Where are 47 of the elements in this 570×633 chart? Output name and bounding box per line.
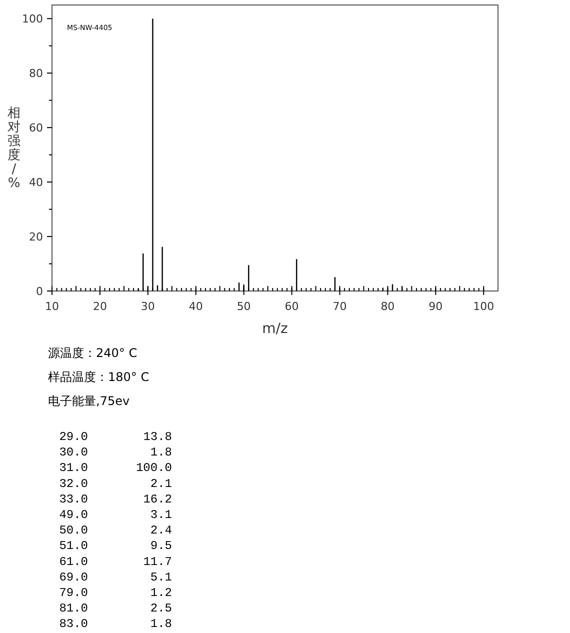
x-tick-label: 100 — [473, 300, 494, 313]
y-tick-label: 20 — [29, 230, 43, 244]
text: 30.0 — [59, 446, 88, 460]
text: 81.0 — [59, 602, 88, 616]
x-tick-label: 50 — [236, 300, 251, 313]
text: 32.0 — [59, 476, 88, 491]
text: 5.1 — [150, 570, 172, 584]
text: 69.0 — [59, 570, 88, 584]
x-tick-label: 70 — [332, 300, 347, 313]
text: 16.2 — [143, 492, 172, 506]
text: 83.0 — [59, 617, 88, 632]
text: 29.0 — [59, 430, 88, 444]
text: 61.0 — [59, 554, 88, 569]
x-tick-label: 40 — [188, 300, 203, 313]
text: 1.8 — [150, 617, 172, 632]
x-tick-label: 10 — [45, 300, 59, 313]
text: 2.4 — [150, 524, 172, 538]
x-tick-label: 90 — [428, 300, 443, 313]
text: 1.2 — [150, 586, 172, 600]
text: 9.5 — [150, 539, 172, 554]
text: 33.0 — [59, 492, 88, 506]
text: 13.8 — [143, 430, 172, 444]
text: 79.0 — [59, 586, 88, 600]
text: 11.7 — [143, 554, 172, 569]
x-tick-label: 80 — [380, 300, 395, 313]
x-tick-label: 30 — [140, 300, 155, 313]
x-axis-title: m/z — [262, 321, 288, 337]
text: 3.1 — [150, 508, 172, 522]
text: 100.0 — [136, 461, 172, 476]
text: 50.0 — [59, 524, 88, 538]
text: 31.0 — [59, 461, 88, 476]
text: 2.1 — [150, 476, 172, 491]
y-tick-label: 80 — [29, 67, 43, 80]
x-tick-label: 20 — [92, 300, 107, 313]
text: 2.5 — [150, 602, 172, 616]
y-tick-label: 0 — [36, 285, 43, 298]
y-axis-title: 相对强度/% — [8, 106, 20, 191]
text: 样品温度：180° C — [48, 370, 150, 384]
x-tick-label: 60 — [284, 300, 299, 313]
y-tick-label: 100 — [22, 12, 43, 26]
y-tick-label: 60 — [29, 122, 43, 135]
text: 51.0 — [59, 539, 88, 554]
text: 49.0 — [59, 508, 88, 522]
y-tick-label: 40 — [29, 176, 43, 190]
text: 电子能量,75ev — [48, 394, 130, 408]
text: 源温度：240° C — [48, 346, 138, 360]
text: 1.8 — [150, 446, 172, 460]
